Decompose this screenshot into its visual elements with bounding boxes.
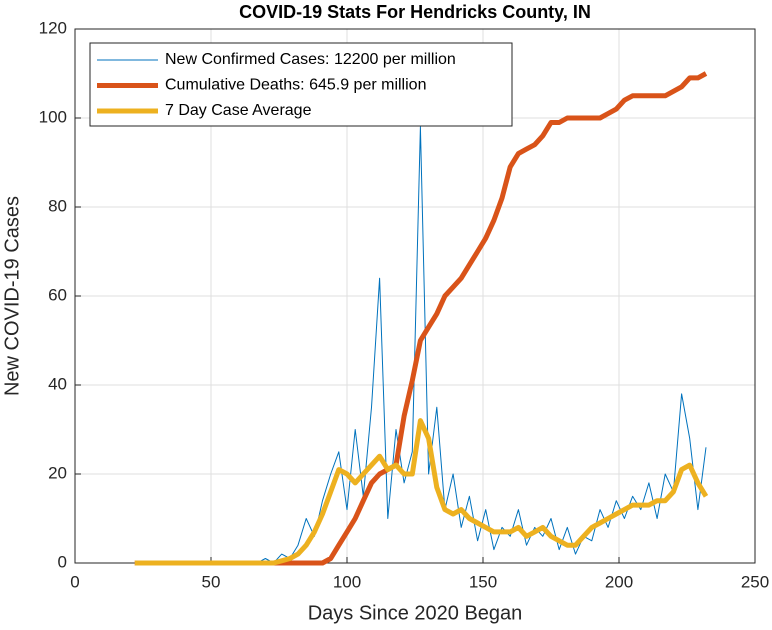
legend-box [89,42,513,127]
y-tick-label: 60 [48,285,67,304]
x-tick-label: 250 [741,572,769,591]
y-tick-label: 0 [58,552,67,571]
y-tick-label: 40 [48,374,67,393]
y-axis-label: New COVID-19 Cases [1,196,23,396]
legend-label: 7 Day Case Average [165,102,312,119]
y-tick-label: 100 [39,107,67,126]
chart-title: COVID-19 Stats For Hendricks County, IN [239,2,591,22]
y-tick-label: 120 [39,18,67,37]
series-line [134,418,709,566]
x-tick-label: 150 [469,572,497,591]
legend-label: New Confirmed Cases: 12200 per million [165,51,456,68]
x-axis-label: Days Since 2020 Began [308,602,523,624]
x-tick-label: 50 [202,572,221,591]
legend-label: Cumulative Deaths: 645.9 per million [165,77,426,94]
y-tick-label: 80 [48,196,67,215]
x-tick-label: 200 [605,572,633,591]
y-tick-label: 20 [48,463,67,482]
x-tick-label: 100 [333,572,361,591]
x-tick-label: 0 [70,572,79,591]
axes-box [74,28,756,564]
